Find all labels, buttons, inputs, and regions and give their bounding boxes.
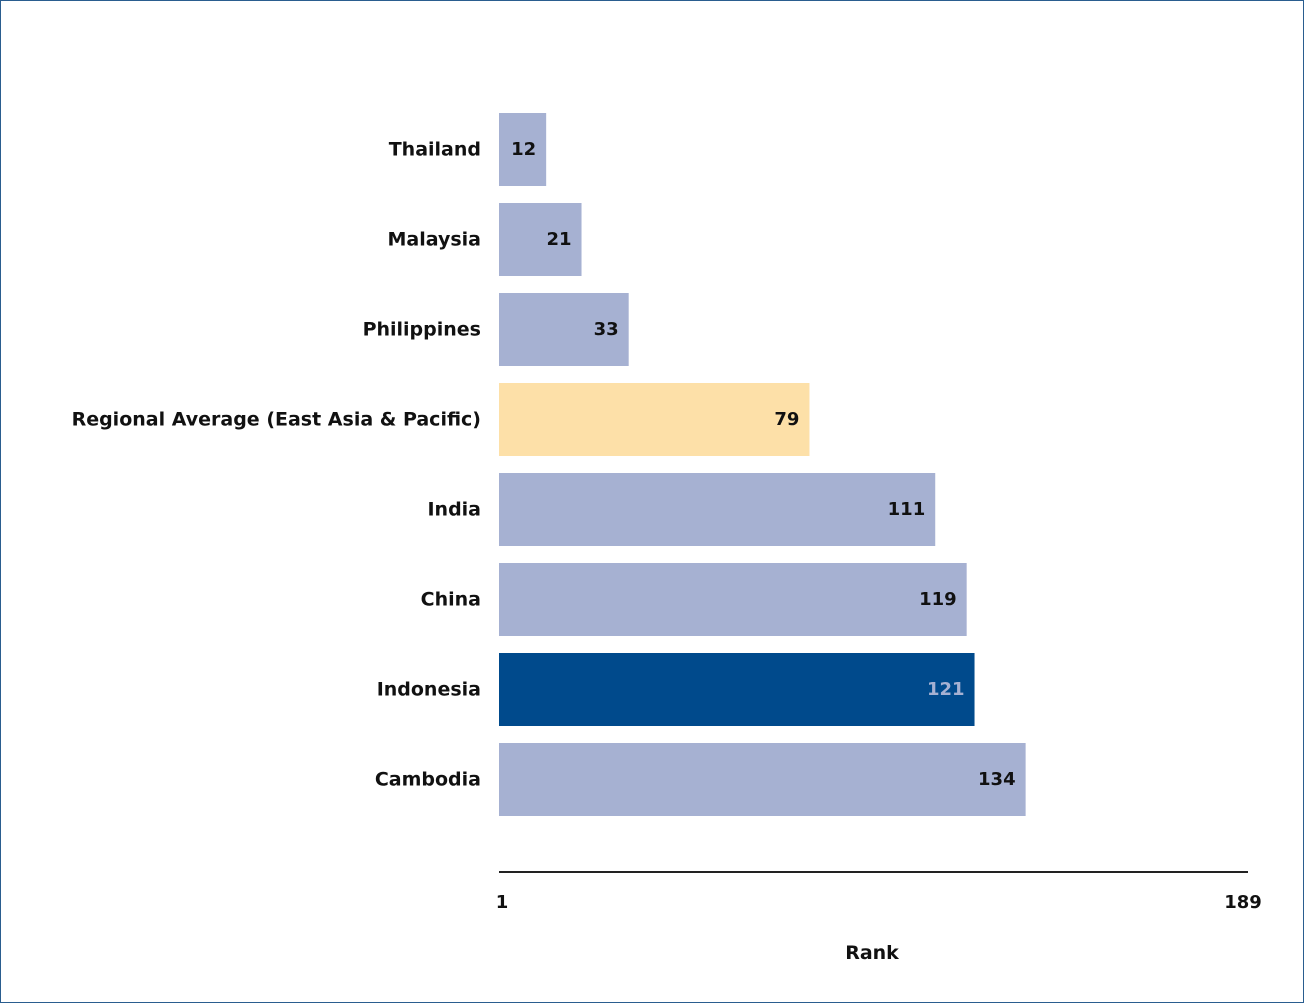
value-label-china: 119 xyxy=(919,589,957,610)
category-label-malaysia: Malaysia xyxy=(387,229,481,251)
bar-india xyxy=(499,473,936,546)
bar-china xyxy=(499,563,967,636)
category-label-philippines: Philippines xyxy=(363,319,481,341)
value-labels: 12 21 33 79 111 119 121 134 xyxy=(511,139,1016,790)
value-label-cambodia: 134 xyxy=(978,769,1016,790)
value-label-thailand: 12 xyxy=(511,139,536,160)
bars-group xyxy=(499,113,1026,816)
category-labels: Thailand Malaysia Philippines Regional Aver… xyxy=(72,139,481,791)
value-label-malaysia: 21 xyxy=(546,229,571,250)
x-tick-label-max: 189 xyxy=(1224,892,1262,913)
x-tick-label-min: 1 xyxy=(496,892,509,913)
category-label-cambodia: Cambodia xyxy=(375,769,481,791)
bar-philippines xyxy=(499,293,629,366)
value-label-regional-average-east-asia-pacific: 79 xyxy=(774,409,799,430)
category-label-china: China xyxy=(421,589,481,611)
category-label-india: India xyxy=(427,499,481,521)
bar-cambodia xyxy=(499,743,1026,816)
x-axis-title: Rank xyxy=(845,942,899,964)
category-label-indonesia: Indonesia xyxy=(377,679,481,701)
category-label-regional-average-east-asia-pacific: Regional Average (East Asia & Pacific) xyxy=(72,409,481,431)
bar-thailand xyxy=(499,113,547,186)
value-label-indonesia: 121 xyxy=(927,679,965,700)
value-label-philippines: 33 xyxy=(594,319,619,340)
bar-indonesia xyxy=(499,653,975,726)
category-label-thailand: Thailand xyxy=(389,139,481,161)
bar-regional-average-east-asia-pacific xyxy=(499,383,810,456)
bar-malaysia xyxy=(499,203,582,276)
value-label-india: 111 xyxy=(888,499,926,520)
